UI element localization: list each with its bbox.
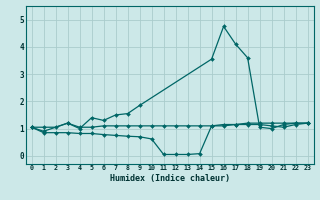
X-axis label: Humidex (Indice chaleur): Humidex (Indice chaleur): [109, 174, 230, 183]
